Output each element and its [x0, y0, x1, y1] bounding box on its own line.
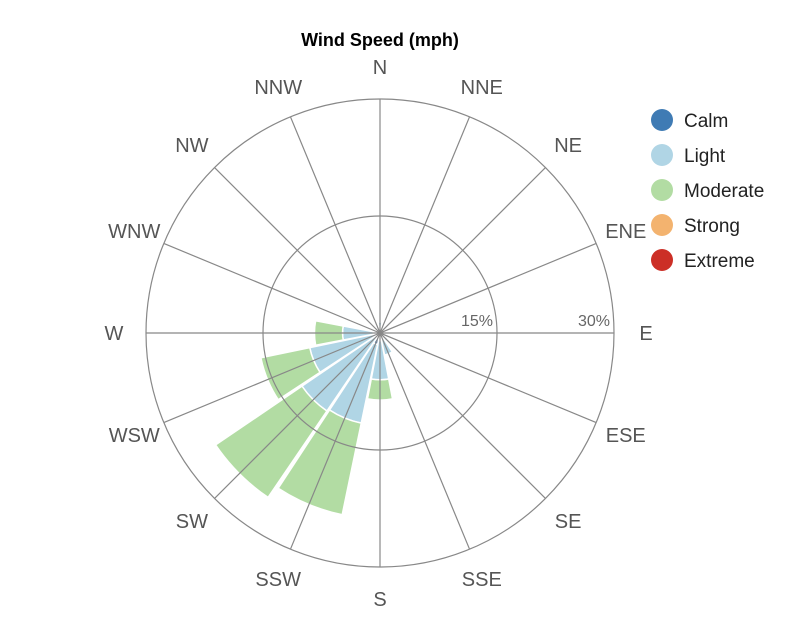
legend: Calm Light Moderate Strong Extreme [651, 109, 764, 272]
legend-swatch-calm [651, 109, 673, 131]
spoke-nne [379, 116, 471, 334]
legend-label-calm: Calm [684, 111, 728, 132]
chart-title: Wind Speed (mph) [301, 30, 459, 50]
radial-tick-label: 15% [461, 313, 493, 330]
radial-tick-label: 30% [578, 313, 610, 330]
direction-label-nne: NNE [461, 77, 503, 99]
spoke-ssw [289, 332, 381, 550]
spoke-sse [379, 332, 471, 550]
radial-tick-labels: 15% 30% [461, 313, 610, 330]
legend-swatch-extreme [651, 249, 673, 271]
direction-label-ne: NE [554, 135, 582, 157]
direction-label-ssw: SSW [255, 569, 301, 591]
legend-label-strong: Strong [684, 216, 740, 237]
direction-label-nw: NW [175, 135, 208, 157]
legend-swatch-light [651, 144, 673, 166]
legend-label-extreme: Extreme [684, 251, 755, 272]
direction-label-wnw: WNW [108, 221, 160, 243]
direction-label-sse: SSE [462, 569, 502, 591]
direction-labels: N NNE NE ENE E ESE SE SSE S SSW SW WSW W WNW NW NNW [105, 57, 653, 611]
direction-label-se: SE [555, 511, 582, 533]
direction-label-e: E [639, 323, 652, 345]
direction-label-sw: SW [176, 511, 208, 533]
wedge-layer [214, 319, 394, 516]
legend-swatch-moderate [651, 179, 673, 201]
spoke-sw [214, 332, 381, 499]
spoke-ene [379, 242, 597, 334]
direction-label-n: N [373, 57, 387, 79]
wedge-ssw-moderate [277, 408, 363, 516]
direction-label-s: S [373, 589, 386, 611]
spoke-nnw [289, 116, 381, 334]
legend-label-light: Light [684, 146, 726, 167]
direction-label-w: W [105, 323, 124, 345]
spoke-ese [379, 332, 597, 424]
legend-label-moderate: Moderate [684, 181, 764, 202]
direction-label-ene: ENE [605, 221, 646, 243]
spoke-nw [214, 167, 381, 334]
spoke-se [379, 332, 546, 499]
direction-label-ese: ESE [606, 425, 646, 447]
polar-grid [145, 98, 615, 568]
direction-label-wsw: WSW [109, 425, 160, 447]
spoke-wnw [163, 242, 381, 334]
spoke-wsw [163, 332, 381, 424]
direction-label-nnw: NNW [254, 77, 302, 99]
spoke-ne [379, 167, 546, 334]
legend-swatch-strong [651, 214, 673, 236]
